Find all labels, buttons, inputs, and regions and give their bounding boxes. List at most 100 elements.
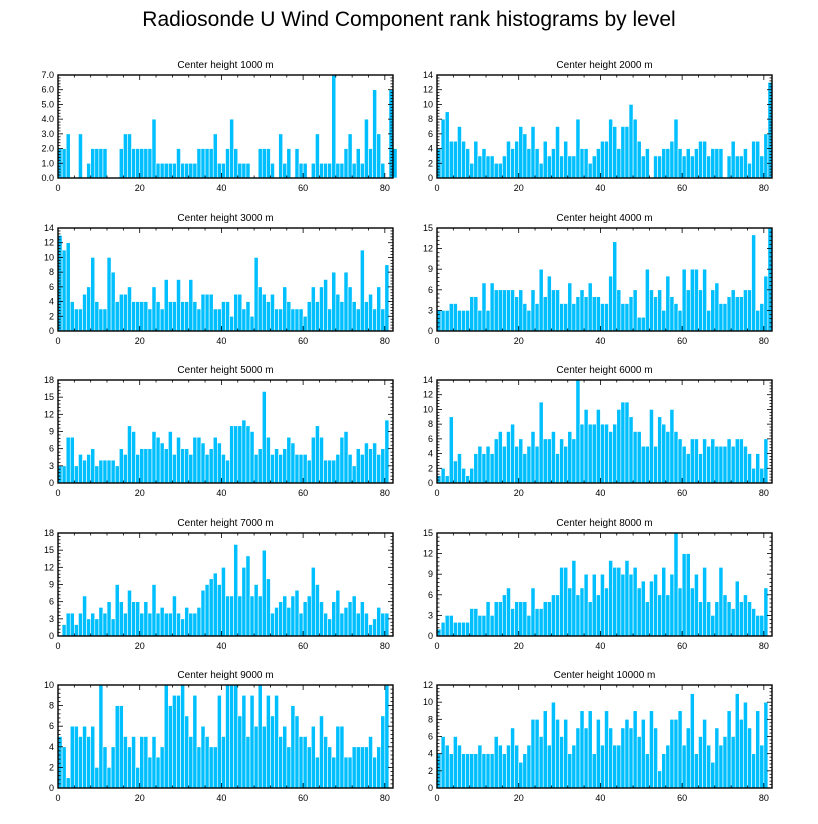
y-tick-label: 0 [49, 783, 54, 793]
histogram-bar [714, 727, 720, 789]
histogram-bar [657, 155, 662, 179]
histogram-bar [636, 736, 642, 789]
histogram-bar [343, 271, 349, 332]
histogram-bar [180, 301, 185, 332]
histogram-bar [559, 438, 564, 484]
histogram-bar [726, 438, 732, 484]
histogram-bar [155, 436, 161, 484]
histogram-bar [147, 308, 153, 332]
histogram-bar [176, 279, 181, 332]
histogram-bar [526, 744, 532, 789]
y-tick-label: 12 [44, 409, 54, 419]
histogram-bar [298, 736, 304, 789]
histogram-bar [331, 459, 337, 484]
x-tick-label: 20 [514, 641, 524, 651]
x-tick-label: 0 [434, 793, 439, 803]
histogram-bar [217, 308, 222, 332]
histogram-bar [522, 303, 528, 332]
histogram-bar [575, 296, 581, 332]
histogram-bar [323, 162, 328, 179]
histogram-bar [747, 727, 752, 789]
histogram-bar [233, 544, 239, 637]
histogram-bar [131, 736, 136, 789]
histogram-bar [294, 589, 300, 637]
y-tick-label: 6 [428, 434, 433, 444]
histogram-bar [698, 453, 703, 484]
histogram-bar [274, 448, 279, 484]
histogram-bar [653, 296, 658, 332]
histogram-bar [229, 684, 234, 789]
panel-title: Center height 7000 m [177, 518, 273, 529]
histogram-bar [559, 155, 564, 179]
histogram-bar [669, 573, 675, 637]
histogram-bar [225, 684, 230, 789]
histogram-bar [591, 296, 597, 332]
histogram-bar [94, 465, 100, 484]
histogram-bar [196, 308, 202, 332]
histogram-bar [196, 148, 202, 179]
histogram-bar [135, 301, 141, 332]
histogram-bar [677, 710, 683, 789]
histogram-bar [534, 303, 540, 332]
y-tick-label: 0 [428, 478, 433, 488]
histogram-bar [624, 303, 630, 332]
y-tick-label: 10 [44, 252, 54, 262]
histogram-bar [221, 301, 226, 332]
histogram-bar [551, 431, 556, 484]
x-tick-label: 20 [514, 793, 524, 803]
histogram-bar [645, 148, 650, 179]
histogram-bar [310, 286, 316, 332]
histogram-bar [90, 448, 96, 484]
histogram-bar [253, 584, 259, 637]
histogram-bar [131, 148, 136, 179]
histogram-bar [681, 744, 687, 789]
histogram-bar [661, 567, 667, 637]
histogram-bar [229, 595, 234, 637]
x-tick-label: 80 [380, 793, 390, 803]
histogram-bar [755, 710, 761, 789]
histogram-bar [360, 746, 365, 789]
histogram-bar [616, 744, 622, 789]
histogram-bar [665, 431, 671, 484]
histogram-bar [78, 308, 83, 332]
histogram-bar [290, 705, 296, 789]
histogram-bar [135, 454, 141, 484]
histogram-bar [551, 701, 556, 789]
x-tick-label: 80 [380, 183, 390, 193]
histogram-bar [335, 293, 341, 332]
histogram-bar [698, 289, 703, 332]
histogram-bar [534, 608, 540, 637]
histogram-bar [225, 459, 230, 484]
histogram-bar [522, 453, 528, 484]
histogram-bar [319, 286, 324, 332]
histogram-bar [151, 584, 157, 637]
histogram-bar [440, 467, 446, 484]
histogram-bar [360, 249, 365, 332]
histogram-bar [465, 148, 470, 179]
histogram-bar [604, 587, 609, 637]
histogram-bar [360, 601, 365, 637]
histogram-bar [604, 303, 609, 332]
histogram-bar [339, 612, 345, 637]
histogram-bar [376, 133, 382, 179]
y-tick-label: 8 [428, 114, 433, 124]
x-tick-label: 40 [216, 183, 226, 193]
histogram-bar [640, 580, 646, 637]
histogram-bar [233, 425, 239, 484]
histogram-bar [90, 725, 96, 789]
histogram-bar [706, 744, 712, 789]
histogram-bar [596, 409, 601, 484]
histogram-bar [380, 308, 386, 332]
histogram-bar [257, 684, 263, 789]
histogram-bar [538, 162, 544, 179]
y-tick-label: 8 [49, 701, 54, 711]
histogram-bar [473, 453, 479, 484]
histogram-bar [440, 621, 446, 637]
histogram-bar [274, 694, 279, 789]
histogram-bar [461, 753, 466, 789]
histogram-bar [526, 310, 532, 332]
histogram-bar [763, 275, 769, 332]
y-tick-label: 3 [428, 610, 433, 620]
histogram-bar [270, 454, 275, 484]
histogram-bar [192, 612, 198, 637]
